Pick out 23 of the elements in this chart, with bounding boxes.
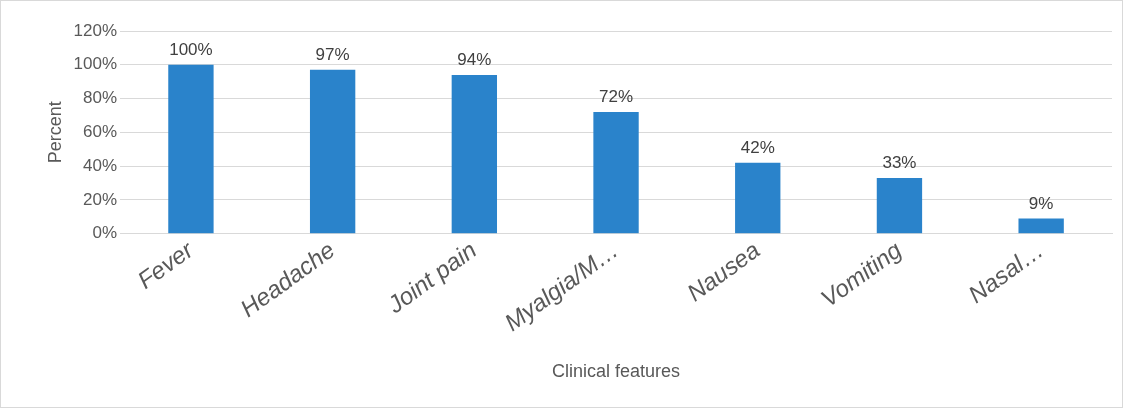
bar: [735, 162, 781, 234]
data-label: 72%: [599, 87, 634, 107]
y-tick-label: 40%: [83, 155, 118, 175]
data-label: 33%: [882, 153, 917, 173]
bar: [593, 112, 639, 234]
y-tick-label: 60%: [83, 122, 118, 142]
data-label: 9%: [1028, 193, 1054, 213]
bar: [451, 74, 498, 234]
bar: [1018, 218, 1064, 234]
y-tick-label: 100%: [73, 54, 118, 74]
data-label: 42%: [740, 137, 775, 157]
x-axis-title: Clinical features: [552, 361, 681, 382]
bar: [168, 64, 214, 234]
data-label: 94%: [457, 50, 492, 70]
y-axis-title: Percent: [44, 101, 65, 164]
y-tick-label: 120%: [73, 20, 118, 40]
data-label: 100%: [169, 39, 213, 59]
bar: [876, 177, 923, 234]
bar: [309, 69, 356, 234]
y-tick-label: 80%: [83, 88, 118, 108]
y-tick-label: 20%: [83, 189, 118, 209]
y-tick-label: 0%: [92, 223, 118, 243]
data-label: 97%: [315, 45, 350, 65]
